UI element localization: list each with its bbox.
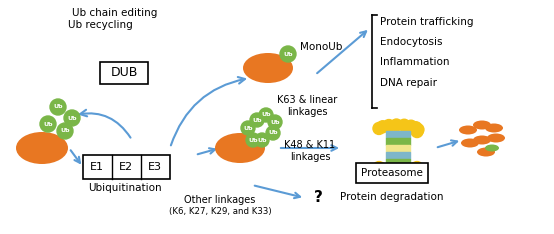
Circle shape [373,122,385,135]
Text: MonoUb: MonoUb [300,42,342,52]
Circle shape [40,116,56,132]
Ellipse shape [485,124,503,132]
Ellipse shape [485,145,499,151]
Ellipse shape [461,139,479,147]
Text: E1: E1 [90,162,104,172]
Circle shape [405,120,417,132]
Text: E3: E3 [148,162,162,172]
Text: DUB: DUB [110,66,138,80]
Text: Inflammation: Inflammation [380,57,449,67]
Text: Ub: Ub [43,121,53,127]
Circle shape [57,123,73,139]
Text: Ub: Ub [248,138,258,143]
Circle shape [250,113,264,127]
Circle shape [404,164,416,176]
Bar [83,155,170,179]
Circle shape [411,126,423,138]
Text: Ubiquitination: Ubiquitination [88,183,162,193]
Bar [386,152,410,159]
Text: Ub: Ub [60,128,70,134]
Text: Ub: Ub [53,105,63,110]
Circle shape [280,46,296,62]
Circle shape [266,126,280,140]
FancyArrowPatch shape [80,110,131,138]
Circle shape [64,110,80,126]
Text: Ub: Ub [270,120,280,124]
Text: ?: ? [314,190,322,205]
Circle shape [411,161,423,174]
Circle shape [380,164,392,176]
Circle shape [376,163,388,175]
Text: Ub: Ub [268,131,278,135]
Text: Other linkages: Other linkages [184,195,256,205]
Circle shape [410,122,422,134]
Text: Ub: Ub [257,138,266,143]
Text: Ub: Ub [252,117,261,123]
Text: Ub recycling: Ub recycling [68,20,132,30]
Text: E2: E2 [119,162,133,172]
FancyArrowPatch shape [171,77,245,145]
Bar [386,159,410,166]
Ellipse shape [487,134,505,143]
Circle shape [259,108,273,122]
Text: Endocytosis: Endocytosis [380,37,443,47]
Circle shape [412,124,424,136]
Ellipse shape [473,121,491,129]
Text: Ub: Ub [243,125,253,131]
Ellipse shape [243,53,293,83]
Circle shape [377,121,389,133]
Bar [386,131,410,138]
Circle shape [255,133,269,147]
Circle shape [398,119,410,131]
Circle shape [246,133,260,147]
Text: Ub chain editing: Ub chain editing [73,8,158,18]
Bar [386,138,410,145]
Text: (K6, K27, K29, and K33): (K6, K27, K29, and K33) [168,207,271,216]
Bar [356,163,428,183]
Text: Protein degradation: Protein degradation [340,192,444,202]
Text: K63 & linear
linkages: K63 & linear linkages [277,95,337,117]
Text: DNA repair: DNA repair [380,78,437,88]
Circle shape [391,119,402,131]
Text: Proteasome: Proteasome [361,168,423,178]
Ellipse shape [215,133,265,163]
Text: K48 & K11
linkages: K48 & K11 linkages [284,140,336,162]
Circle shape [268,115,282,129]
Bar [100,62,148,84]
Bar [386,145,410,152]
Ellipse shape [477,147,495,157]
Text: Protein trafficking: Protein trafficking [380,17,474,27]
Circle shape [383,120,395,132]
Circle shape [398,165,410,177]
Circle shape [392,165,404,177]
Text: Ub: Ub [283,51,293,56]
Ellipse shape [459,125,477,135]
Ellipse shape [16,132,68,164]
Circle shape [386,165,398,177]
Circle shape [241,121,255,135]
Circle shape [50,99,66,115]
Circle shape [373,161,385,174]
Text: Ub: Ub [67,116,77,121]
Ellipse shape [473,135,491,145]
Circle shape [408,163,420,175]
Text: Ub: Ub [261,113,271,117]
